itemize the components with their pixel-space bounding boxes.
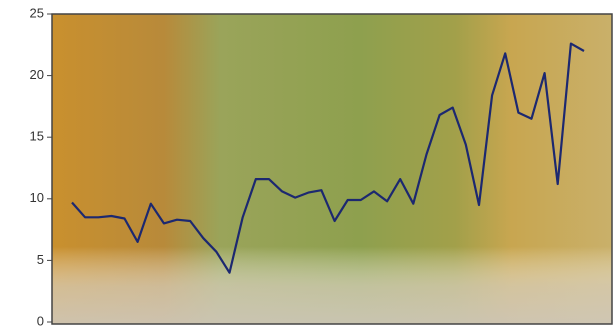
plot-frame: [51, 13, 613, 325]
y-tick-label: 15: [30, 129, 44, 144]
background-photo-overlay: [52, 14, 612, 324]
data-line: [71, 42, 585, 274]
y-tick-label: 10: [30, 190, 44, 205]
y-tick-label: 0: [37, 313, 44, 326]
y-tick-label: 5: [37, 252, 44, 267]
y-tick-label: 25: [30, 5, 44, 20]
y-tick-label: 20: [30, 67, 44, 82]
